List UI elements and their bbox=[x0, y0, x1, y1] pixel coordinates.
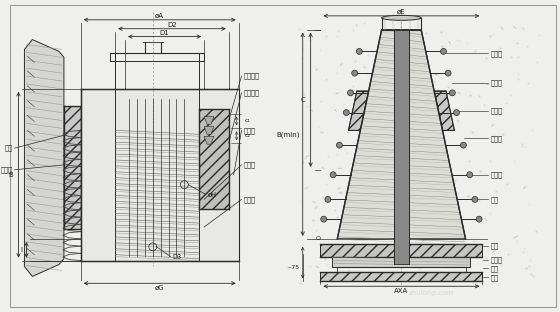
Text: c₁: c₁ bbox=[245, 118, 250, 123]
Text: øH: øH bbox=[208, 192, 217, 197]
Text: ~75: ~75 bbox=[287, 265, 300, 270]
Circle shape bbox=[454, 110, 459, 115]
Text: 焊栓: 焊栓 bbox=[490, 265, 498, 272]
Circle shape bbox=[466, 172, 473, 178]
Polygon shape bbox=[337, 30, 465, 239]
Polygon shape bbox=[204, 136, 214, 144]
Text: 螺母: 螺母 bbox=[490, 196, 498, 203]
Circle shape bbox=[325, 197, 331, 202]
Circle shape bbox=[476, 216, 482, 222]
Text: 钢绞线: 钢绞线 bbox=[244, 196, 255, 203]
Text: D2: D2 bbox=[167, 22, 177, 28]
Text: øG: øG bbox=[155, 285, 165, 291]
Text: 波纹管: 波纹管 bbox=[490, 135, 502, 142]
Polygon shape bbox=[204, 116, 214, 124]
Text: O: O bbox=[315, 236, 320, 241]
Text: 螺旋筒: 螺旋筒 bbox=[490, 107, 502, 114]
Polygon shape bbox=[199, 109, 228, 209]
Polygon shape bbox=[348, 91, 368, 130]
Circle shape bbox=[460, 142, 466, 148]
Text: 锚垫板: 锚垫板 bbox=[1, 167, 12, 173]
Circle shape bbox=[445, 70, 451, 76]
Text: 工作锚板: 工作锚板 bbox=[244, 90, 259, 96]
Ellipse shape bbox=[382, 15, 421, 20]
Polygon shape bbox=[394, 30, 409, 264]
Text: 锚板: 锚板 bbox=[490, 242, 498, 249]
Text: 压压头: 压压头 bbox=[490, 256, 502, 263]
Text: øE: øE bbox=[397, 9, 406, 15]
Polygon shape bbox=[204, 126, 214, 134]
Circle shape bbox=[449, 90, 455, 96]
Polygon shape bbox=[434, 91, 454, 130]
Circle shape bbox=[321, 216, 326, 222]
Text: 内束圈: 内束圈 bbox=[490, 80, 502, 86]
Text: 螺旋筒: 螺旋筒 bbox=[244, 127, 255, 134]
Text: C: C bbox=[301, 97, 306, 103]
Circle shape bbox=[472, 197, 478, 202]
Text: 钢绞线: 钢绞线 bbox=[490, 172, 502, 178]
Circle shape bbox=[348, 90, 353, 96]
Polygon shape bbox=[81, 89, 239, 261]
Text: AXA: AXA bbox=[394, 288, 409, 294]
Polygon shape bbox=[332, 257, 470, 266]
Text: øA: øA bbox=[155, 13, 164, 19]
Text: 波纹管: 波纹管 bbox=[244, 162, 255, 168]
Circle shape bbox=[330, 172, 336, 178]
Text: B: B bbox=[9, 172, 13, 178]
Circle shape bbox=[441, 48, 446, 54]
Text: c₂: c₂ bbox=[245, 133, 250, 138]
Polygon shape bbox=[64, 106, 81, 229]
Text: l: l bbox=[21, 247, 22, 253]
Circle shape bbox=[337, 142, 342, 148]
Polygon shape bbox=[25, 40, 64, 276]
Circle shape bbox=[343, 110, 349, 115]
Text: 压板: 压板 bbox=[490, 274, 498, 281]
Circle shape bbox=[356, 48, 362, 54]
Text: 工作夹片: 工作夹片 bbox=[244, 73, 259, 79]
Text: B(min): B(min) bbox=[276, 131, 300, 138]
Text: zhulong.com: zhulong.com bbox=[408, 290, 454, 296]
Text: 楔母: 楔母 bbox=[4, 145, 12, 151]
Polygon shape bbox=[320, 272, 482, 281]
Text: D3: D3 bbox=[172, 254, 181, 260]
Circle shape bbox=[352, 70, 358, 76]
Polygon shape bbox=[320, 244, 482, 257]
Text: D1: D1 bbox=[160, 30, 170, 36]
Text: 波纹管: 波纹管 bbox=[490, 50, 502, 57]
